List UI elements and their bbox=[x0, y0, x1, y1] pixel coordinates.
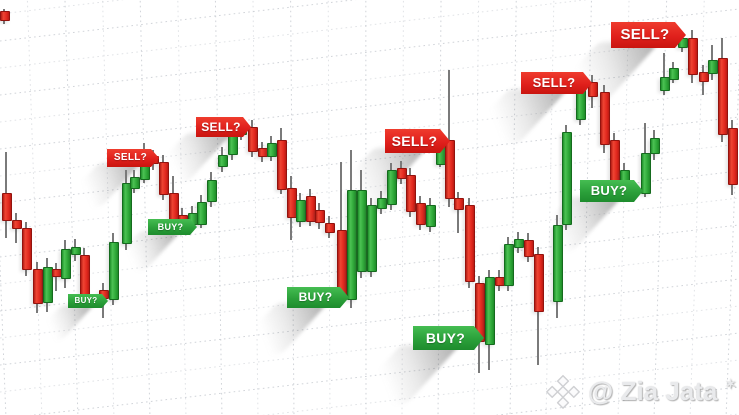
watermark: @ Zia Jata ✶ bbox=[545, 373, 737, 409]
candle-wick bbox=[457, 192, 459, 233]
candle-bullish bbox=[641, 153, 651, 194]
candle-bullish bbox=[296, 200, 306, 222]
candle-bearish bbox=[33, 269, 43, 304]
candle-bearish bbox=[465, 205, 475, 282]
candle-bearish bbox=[306, 196, 316, 222]
buy-tag: BUY? bbox=[413, 326, 484, 350]
candle-bullish bbox=[504, 244, 514, 286]
candle-bearish bbox=[718, 58, 728, 135]
candle-bullish bbox=[207, 180, 217, 202]
candle-bullish bbox=[553, 225, 563, 302]
candle-bullish bbox=[218, 155, 228, 167]
candle-bearish bbox=[728, 128, 738, 185]
candle-wick bbox=[55, 263, 57, 291]
candle-bullish bbox=[377, 198, 387, 209]
sell-tag: SELL? bbox=[107, 149, 159, 167]
candle-bearish bbox=[600, 92, 610, 145]
buy-tag: BUY? bbox=[580, 180, 643, 202]
candle-bullish bbox=[669, 68, 679, 80]
candle-bearish bbox=[325, 223, 335, 233]
buy-tag: BUY? bbox=[148, 219, 197, 235]
sell-tag: SELL? bbox=[611, 22, 686, 48]
candle-bullish bbox=[61, 249, 71, 279]
candle-bullish bbox=[197, 202, 207, 225]
candle-bullish bbox=[485, 277, 495, 345]
candle-bullish bbox=[122, 183, 132, 244]
candle-bearish bbox=[2, 193, 12, 221]
candle-bullish bbox=[130, 177, 140, 189]
candle-bearish bbox=[688, 38, 698, 75]
watermark-text: @ Zia Jata bbox=[588, 375, 718, 406]
candle-bullish bbox=[347, 190, 357, 300]
candle-bearish bbox=[0, 11, 10, 21]
candle-bearish bbox=[159, 162, 169, 195]
candle-bullish bbox=[267, 143, 277, 157]
candle-bearish bbox=[699, 72, 709, 82]
candle-wick bbox=[448, 70, 450, 207]
buy-tag: BUY? bbox=[287, 287, 349, 308]
candle-bearish bbox=[406, 175, 416, 212]
candle-bullish bbox=[43, 267, 53, 303]
sell-tag: SELL? bbox=[521, 72, 592, 94]
sell-tag: SELL? bbox=[196, 117, 251, 137]
candle-bullish bbox=[514, 239, 524, 248]
candle-bearish bbox=[12, 220, 22, 229]
buy-tag: BUY? bbox=[68, 294, 108, 308]
candle-bullish bbox=[426, 205, 436, 227]
candle-bearish bbox=[22, 228, 32, 270]
candle-bearish bbox=[445, 140, 455, 199]
candle-bearish bbox=[588, 82, 598, 97]
candle-bullish bbox=[708, 60, 718, 74]
candle-bearish bbox=[248, 127, 258, 152]
candle-bearish bbox=[315, 210, 325, 223]
candle-bearish bbox=[397, 168, 407, 179]
binance-diamond-logo-icon bbox=[546, 374, 580, 409]
candle-bullish bbox=[367, 205, 377, 272]
star-icon: ✶ bbox=[724, 376, 737, 393]
candle-bearish bbox=[524, 240, 534, 257]
candle-bearish bbox=[454, 198, 464, 210]
candle-bearish bbox=[534, 254, 544, 312]
candle-bullish bbox=[71, 247, 81, 255]
candle-bearish bbox=[416, 203, 426, 225]
candle-bullish bbox=[357, 190, 367, 272]
candle-wick bbox=[663, 53, 665, 95]
candle-bearish bbox=[277, 140, 287, 190]
candle-bullish bbox=[387, 170, 397, 205]
candle-bullish bbox=[562, 132, 572, 225]
candle-bullish bbox=[660, 77, 670, 91]
candle-bullish bbox=[109, 242, 119, 300]
sell-tag: SELL? bbox=[385, 129, 450, 153]
candle-bullish bbox=[650, 138, 660, 154]
